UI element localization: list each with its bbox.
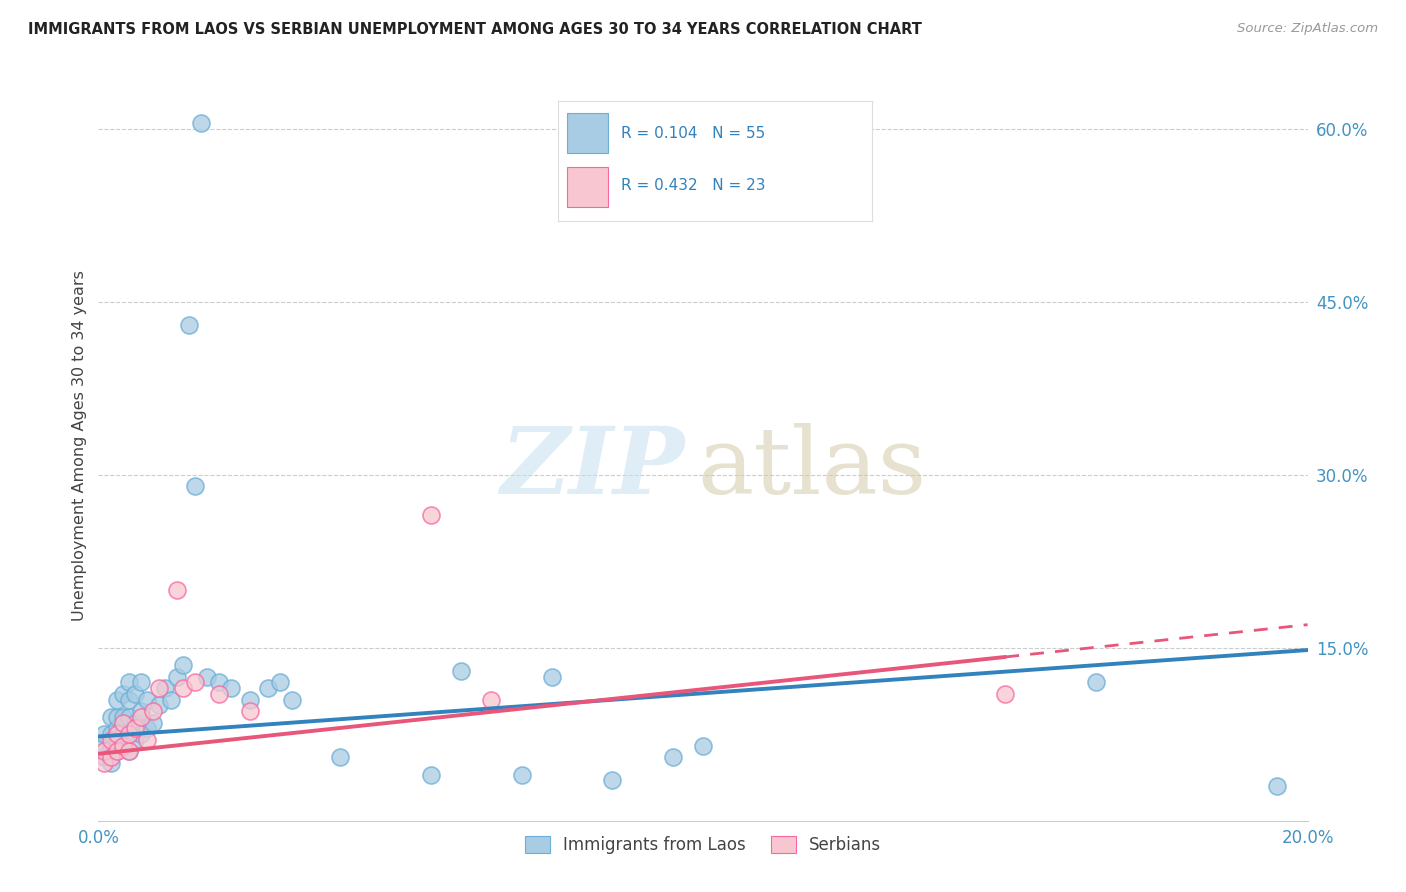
Point — [179, 318, 201, 332]
Point — [118, 710, 141, 724]
Point — [111, 710, 134, 724]
Point — [166, 583, 188, 598]
Point — [105, 722, 128, 736]
Point — [135, 722, 157, 736]
Point — [1085, 675, 1108, 690]
Point — [105, 744, 128, 758]
Point — [208, 675, 231, 690]
Point — [540, 669, 562, 683]
Point — [100, 750, 122, 764]
Point — [281, 692, 304, 706]
Point — [239, 692, 262, 706]
Point — [148, 698, 170, 713]
Point — [190, 116, 212, 130]
Point — [100, 710, 122, 724]
Point — [269, 675, 291, 690]
Point — [148, 681, 170, 695]
Point — [111, 715, 134, 730]
Point — [135, 692, 157, 706]
Point — [118, 675, 141, 690]
Point — [994, 687, 1017, 701]
Point — [93, 750, 115, 764]
Point — [105, 733, 128, 747]
Point — [692, 739, 714, 753]
Point — [118, 744, 141, 758]
Point — [142, 715, 165, 730]
Point — [420, 767, 443, 781]
Text: atlas: atlas — [697, 424, 927, 514]
Text: Source: ZipAtlas.com: Source: ZipAtlas.com — [1237, 22, 1378, 36]
Point — [111, 739, 134, 753]
Point — [118, 727, 141, 741]
Point — [111, 739, 134, 753]
Point — [129, 727, 152, 741]
Point — [329, 750, 352, 764]
Point — [124, 722, 146, 736]
Point — [93, 727, 115, 741]
Point — [256, 681, 278, 695]
Point — [118, 744, 141, 758]
Point — [100, 727, 122, 741]
Point — [93, 744, 115, 758]
Point — [129, 710, 152, 724]
Legend: Immigrants from Laos, Serbians: Immigrants from Laos, Serbians — [517, 830, 889, 861]
Text: ZIP: ZIP — [501, 424, 685, 514]
Point — [450, 664, 472, 678]
Point — [239, 704, 262, 718]
Point — [100, 739, 122, 753]
Y-axis label: Unemployment Among Ages 30 to 34 years: Unemployment Among Ages 30 to 34 years — [72, 270, 87, 622]
Point — [184, 479, 207, 493]
Point — [93, 756, 115, 770]
Point — [153, 681, 176, 695]
Point — [93, 739, 115, 753]
Point — [160, 692, 183, 706]
Point — [105, 710, 128, 724]
Point — [111, 687, 134, 701]
Point — [124, 733, 146, 747]
Point — [1267, 779, 1289, 793]
Point — [172, 681, 194, 695]
Point — [124, 715, 146, 730]
Point — [100, 733, 122, 747]
Point — [184, 675, 207, 690]
Text: IMMIGRANTS FROM LAOS VS SERBIAN UNEMPLOYMENT AMONG AGES 30 TO 34 YEARS CORRELATI: IMMIGRANTS FROM LAOS VS SERBIAN UNEMPLOY… — [28, 22, 922, 37]
Point — [166, 669, 188, 683]
Point — [195, 669, 218, 683]
Point — [602, 773, 624, 788]
Point — [172, 658, 194, 673]
Point — [510, 767, 533, 781]
Point — [111, 727, 134, 741]
Point — [129, 675, 152, 690]
Point — [661, 750, 683, 764]
Point — [208, 687, 231, 701]
Point — [105, 727, 128, 741]
Point — [142, 704, 165, 718]
Point — [118, 727, 141, 741]
Point — [420, 508, 443, 523]
Point — [105, 744, 128, 758]
Point — [124, 687, 146, 701]
Point — [481, 692, 503, 706]
Point — [100, 756, 122, 770]
Point — [129, 704, 152, 718]
Point — [105, 692, 128, 706]
Point — [221, 681, 243, 695]
Point — [135, 733, 157, 747]
Point — [118, 692, 141, 706]
